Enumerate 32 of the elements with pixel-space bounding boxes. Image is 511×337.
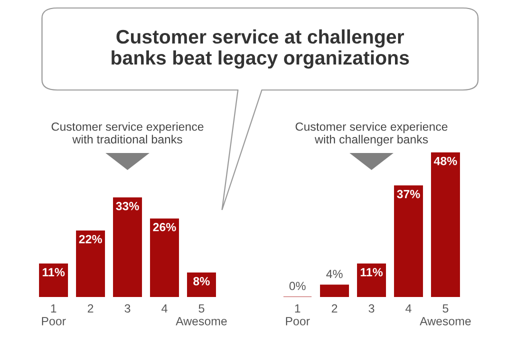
data-label: 22% [79, 234, 102, 244]
data-label: 11% [360, 268, 383, 276]
bar [39, 264, 68, 297]
bar [113, 197, 142, 297]
data-label: 37% [396, 190, 420, 198]
chart-title: Customer service experience with traditional banks [52, 122, 204, 144]
data-label: 11% [42, 268, 65, 276]
bar [150, 218, 179, 297]
x-tick-label: 3 [124, 304, 130, 313]
bar [431, 152, 460, 297]
bar [320, 284, 349, 297]
x-tick-label: 4 [161, 304, 168, 312]
x-tick-label: 2 [332, 304, 338, 312]
x-tick-label: 2 [88, 304, 94, 312]
data-label: 26% [153, 222, 176, 232]
bar [76, 230, 105, 297]
chart-title: Customer service experience with challenger banks [296, 122, 448, 146]
data-label: 4% [326, 270, 343, 278]
x-tick-label: 5 Awesome [420, 304, 471, 326]
text: Customer service at challenger banks beat legacy organizations [112, 29, 409, 69]
x-tick-label: 5 Awesome [176, 304, 227, 326]
data-label: 8% [193, 277, 210, 286]
x-tick-label: 3 [368, 304, 374, 313]
bar [357, 264, 386, 297]
data-label: 0% [289, 282, 306, 290]
x-tick-label: 4 [405, 304, 412, 312]
data-label: 48% [434, 156, 458, 166]
x-tick-label: 1 Poor [286, 304, 310, 326]
bar [394, 185, 423, 297]
bar [187, 272, 216, 297]
data-label: 33% [116, 202, 140, 210]
x-tick-label: 1 Poor [42, 304, 66, 326]
